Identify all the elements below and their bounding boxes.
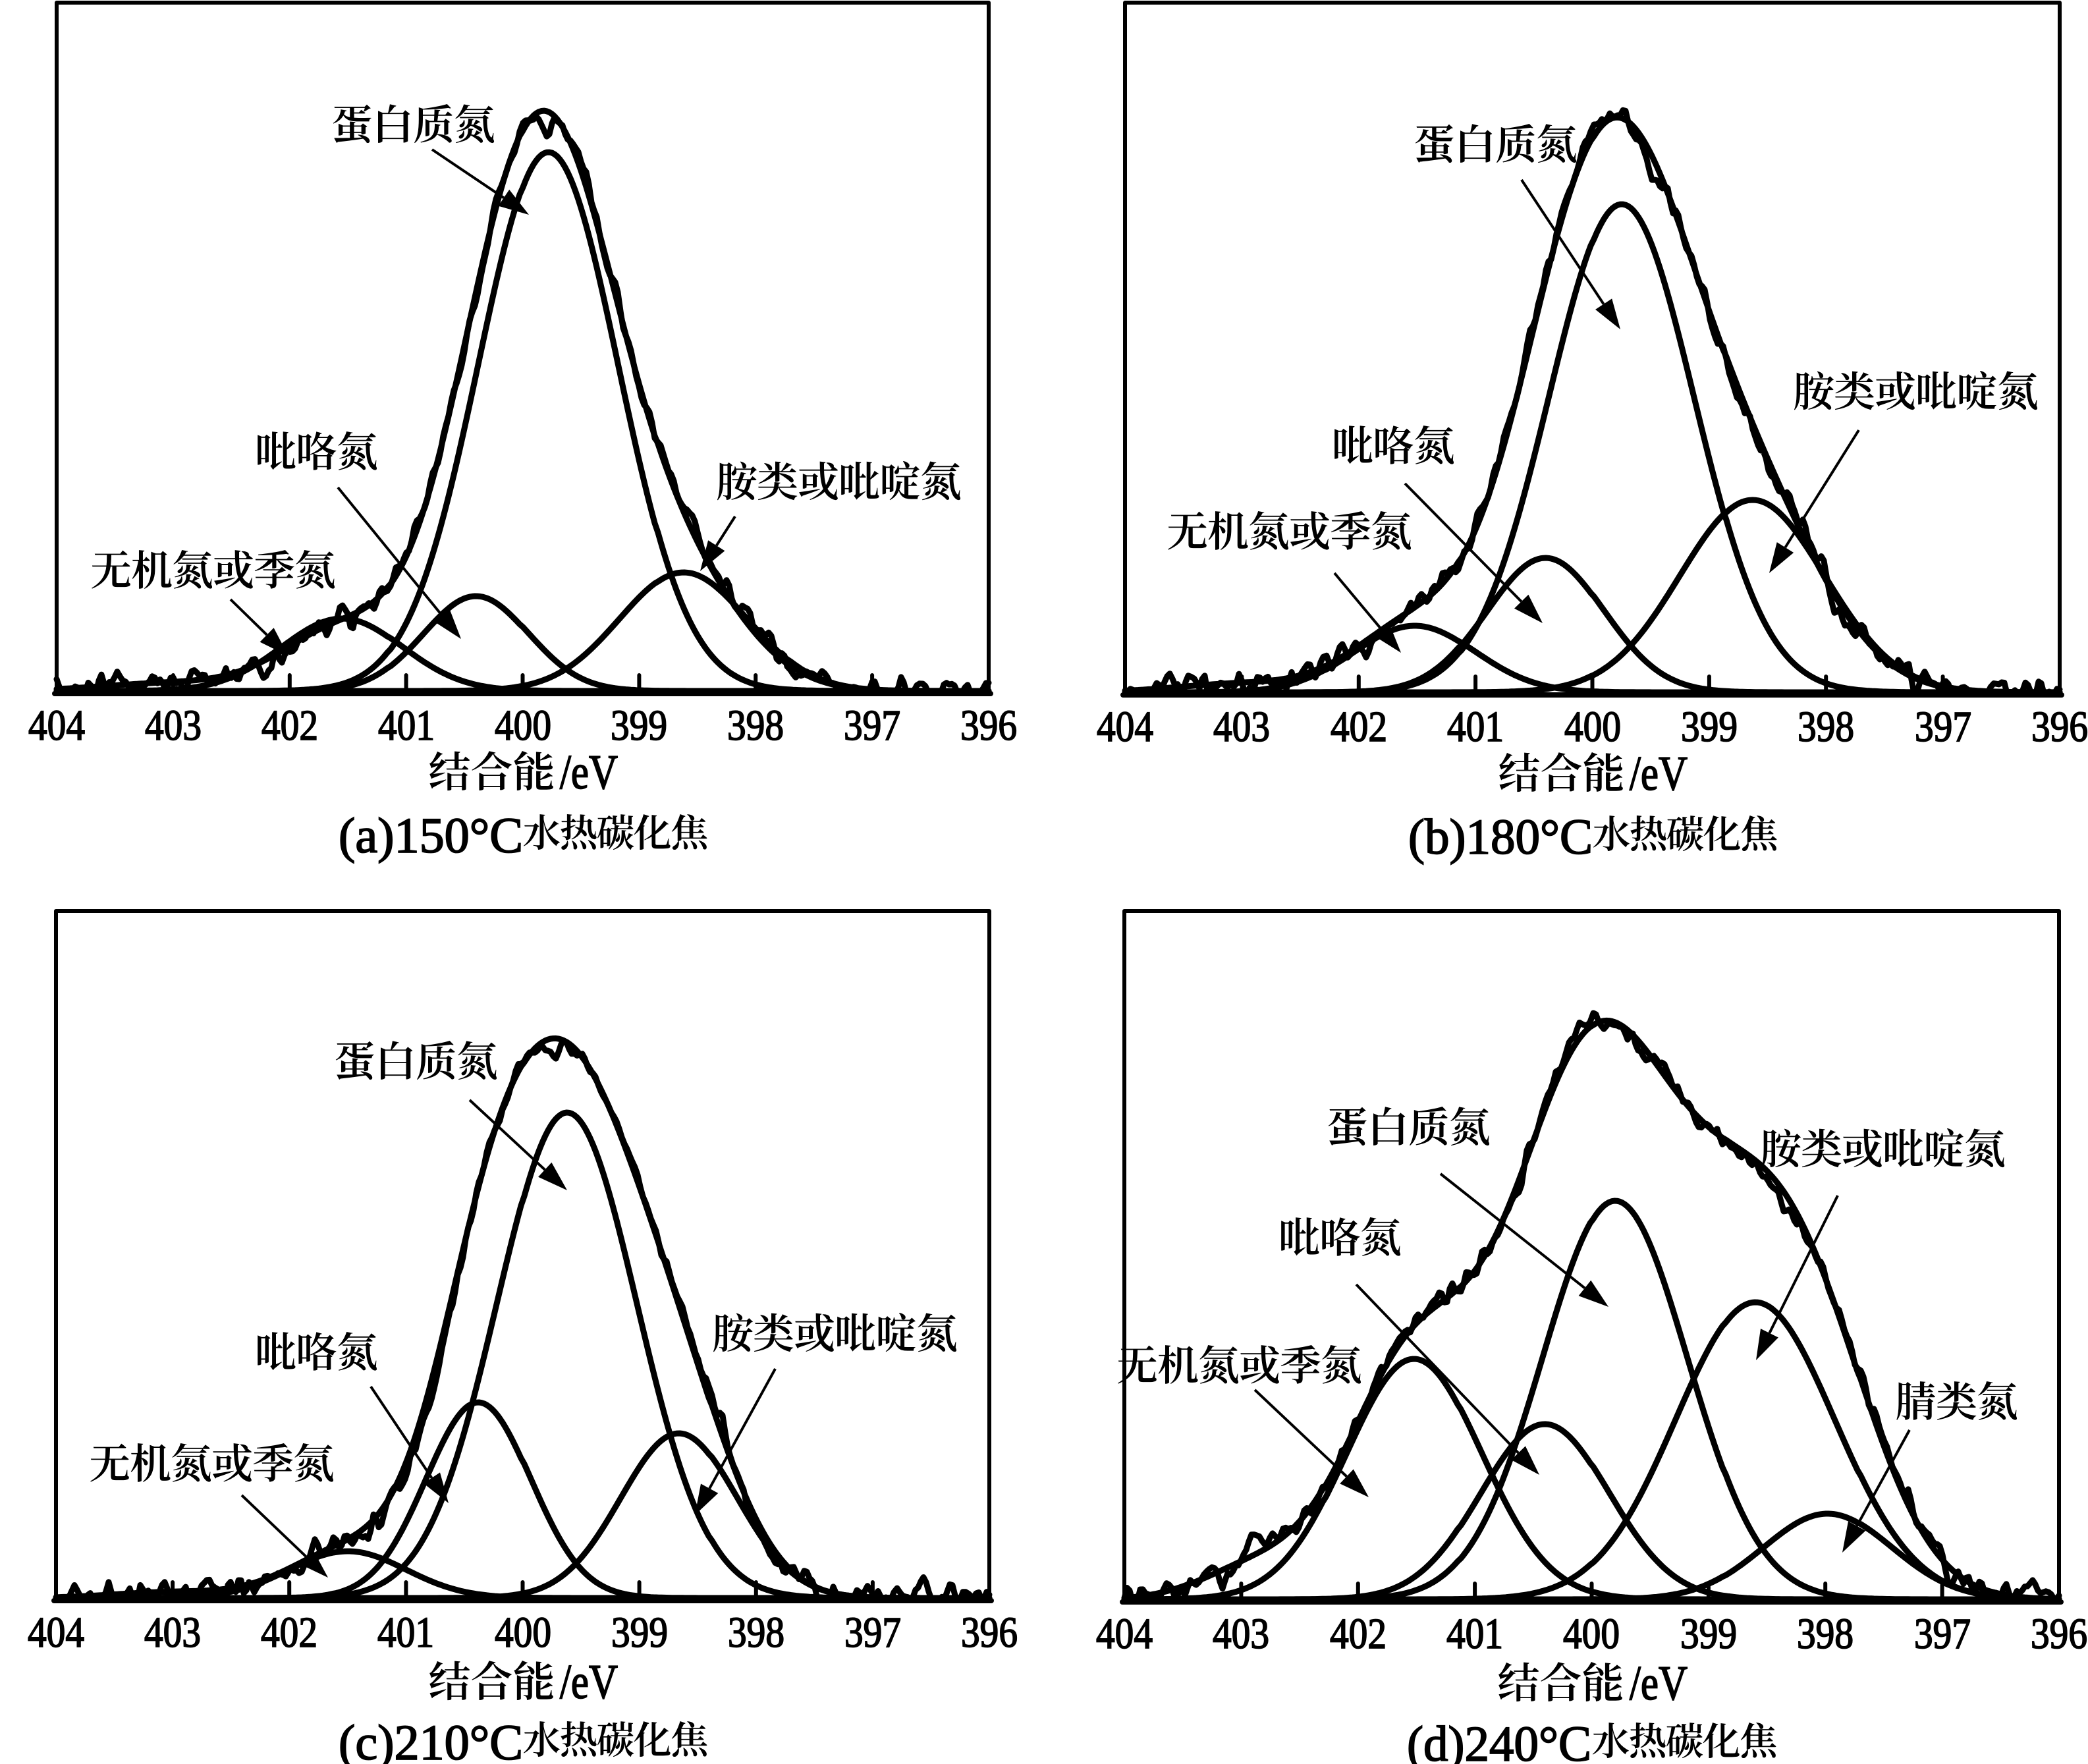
svg-text:396: 396 [961,1609,1018,1657]
svg-text:/eV: /eV [560,746,618,800]
svg-text:399: 399 [611,702,667,750]
svg-text:398: 398 [1797,1610,1854,1658]
svg-text:(d)240°C: (d)240°C [1407,1717,1591,1764]
svg-text:400: 400 [495,702,551,750]
svg-text:402: 402 [261,1609,317,1657]
svg-text:/eV: /eV [1630,747,1688,801]
svg-text:402: 402 [1330,1610,1387,1658]
svg-text:403: 403 [144,1609,201,1657]
svg-text:(b)180°C: (b)180°C [1408,810,1593,865]
svg-text:403: 403 [1213,1610,1269,1658]
svg-text:396: 396 [2031,703,2088,751]
svg-text:404: 404 [1096,1610,1153,1658]
svg-text:397: 397 [844,1609,901,1657]
svg-text:401: 401 [377,1609,434,1657]
svg-text:397: 397 [1914,1610,1971,1658]
svg-text:401: 401 [1447,703,1504,751]
svg-text:404: 404 [1097,703,1153,751]
svg-text:400: 400 [495,1609,551,1657]
svg-text:/eV: /eV [1630,1657,1688,1711]
svg-text:401: 401 [1446,1610,1503,1658]
svg-text:397: 397 [844,702,900,750]
svg-text:396: 396 [2031,1610,2087,1658]
svg-text:402: 402 [261,702,318,750]
svg-text:398: 398 [727,702,784,750]
svg-text:400: 400 [1564,703,1621,751]
svg-text:(c)210°C: (c)210°C [339,1715,523,1764]
svg-text:399: 399 [1680,1610,1737,1658]
svg-text:(a)150°C: (a)150°C [339,808,523,864]
svg-text:404: 404 [28,1609,84,1657]
svg-text:398: 398 [1798,703,1854,751]
svg-text:403: 403 [145,702,202,750]
svg-text:397: 397 [1915,703,1971,751]
svg-text:400: 400 [1563,1610,1620,1658]
svg-text:/eV: /eV [560,1655,618,1709]
svg-text:401: 401 [378,702,435,750]
svg-text:403: 403 [1213,703,1270,751]
svg-text:396: 396 [960,702,1017,750]
svg-text:404: 404 [28,702,85,750]
svg-text:399: 399 [611,1609,668,1657]
svg-text:399: 399 [1681,703,1738,751]
svg-text:398: 398 [728,1609,784,1657]
svg-text:402: 402 [1331,703,1387,751]
